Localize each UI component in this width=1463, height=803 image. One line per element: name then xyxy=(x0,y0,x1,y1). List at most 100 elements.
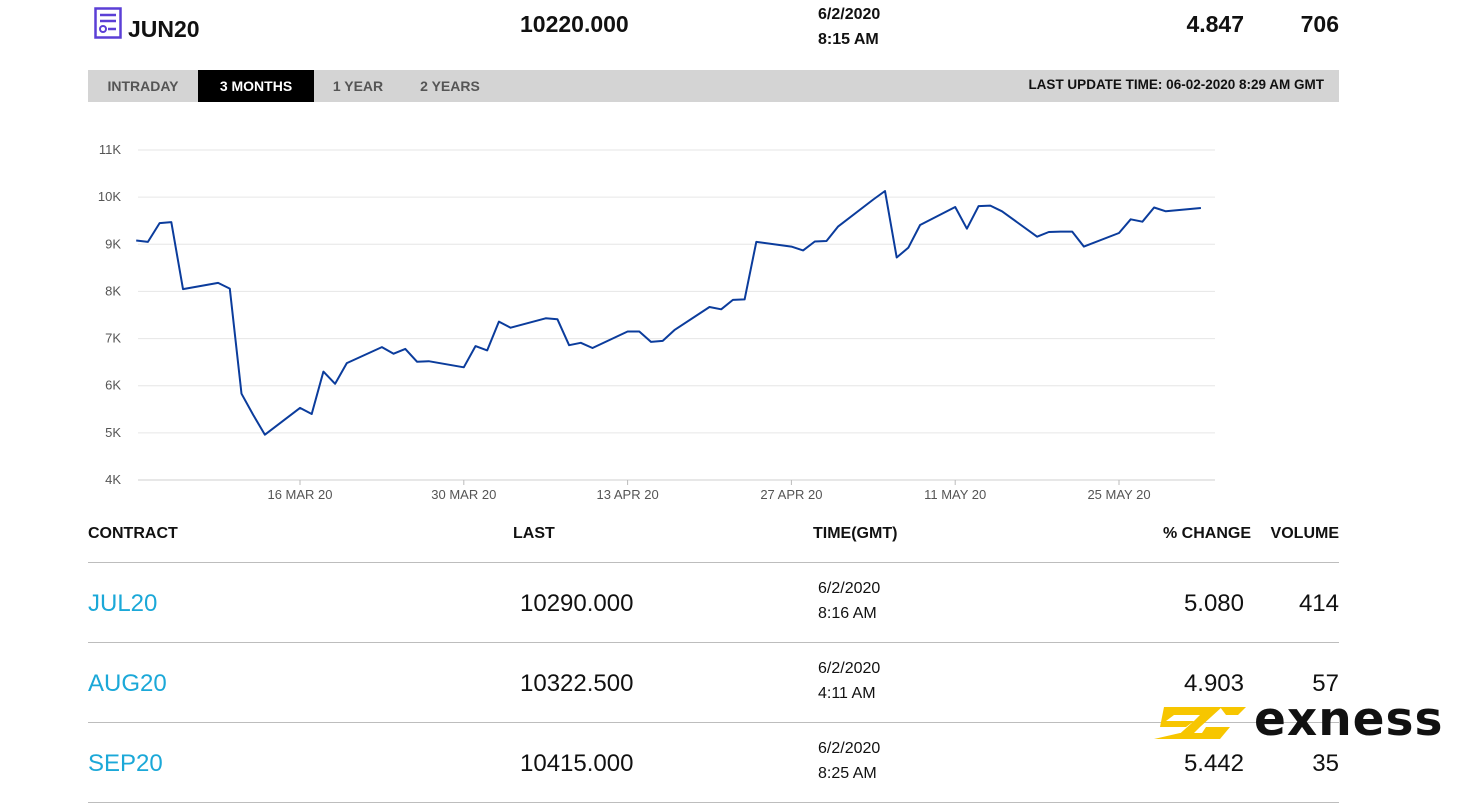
data-point xyxy=(790,246,792,248)
time: 4:11 AM xyxy=(818,685,876,702)
data-point xyxy=(732,299,734,301)
data-point xyxy=(919,224,921,226)
data-point xyxy=(673,329,675,331)
data-point xyxy=(135,240,137,242)
data-point xyxy=(1071,231,1073,233)
data-point xyxy=(170,221,172,223)
document-icon xyxy=(94,7,122,39)
y-tick-label: 7K xyxy=(105,331,121,346)
data-point xyxy=(1130,218,1132,220)
exness-logo-mark-icon xyxy=(1154,707,1246,739)
data-point xyxy=(720,308,722,310)
contract-link[interactable]: JUL20 xyxy=(88,590,158,617)
data-point xyxy=(1118,232,1120,234)
timestamp: 6/2/2020 8:16 AM xyxy=(818,576,880,626)
data-point xyxy=(264,434,266,436)
data-point xyxy=(428,360,430,362)
data-point xyxy=(1048,231,1050,233)
x-tick-label: 16 MAR 20 xyxy=(267,487,332,502)
price-series-line xyxy=(136,190,1201,436)
contract-link[interactable]: AUG20 xyxy=(88,670,167,697)
y-tick-label: 6K xyxy=(105,378,121,393)
data-point xyxy=(334,383,336,385)
data-point xyxy=(311,413,313,415)
header-time: 8:15 AM xyxy=(818,31,879,48)
data-point xyxy=(907,247,909,249)
data-point xyxy=(463,366,465,368)
data-point xyxy=(1141,221,1143,223)
percent-change: 5.442 xyxy=(1183,750,1244,777)
data-point xyxy=(989,205,991,207)
data-point xyxy=(346,362,348,364)
data-point xyxy=(802,249,804,251)
volume: 414 xyxy=(1298,590,1339,617)
header-last-price: 10220.000 xyxy=(520,11,629,37)
last-price: 10415.000 xyxy=(520,750,634,777)
data-point xyxy=(1083,246,1085,248)
data-point xyxy=(486,349,488,351)
data-point xyxy=(1200,207,1202,209)
tab-intraday[interactable]: INTRADAY xyxy=(107,78,179,94)
header-date: 6/2/2020 xyxy=(818,6,881,23)
contract-header: JUN20 10220.000 6/2/2020 8:15 AM 4.847 7… xyxy=(0,0,1463,60)
volume: 35 xyxy=(1312,750,1339,777)
table-row[interactable]: JUL20 10290.000 6/2/2020 8:16 AM 5.080 4… xyxy=(88,563,1339,643)
data-point xyxy=(241,393,243,395)
data-point xyxy=(580,342,582,344)
data-point xyxy=(568,344,570,346)
x-tick-label: 11 MAY 20 xyxy=(924,487,986,502)
data-point xyxy=(252,414,254,416)
table-row[interactable]: AUG20 10322.500 6/2/2020 4:11 AM 4.903 5… xyxy=(88,643,1339,723)
y-tick-label: 11K xyxy=(99,142,121,157)
data-point xyxy=(159,222,161,224)
tab-3-months[interactable]: 3 MONTHS xyxy=(198,70,314,102)
data-point xyxy=(896,257,898,259)
data-point xyxy=(592,347,594,349)
data-point xyxy=(1060,231,1062,233)
data-point xyxy=(627,331,629,333)
timestamp: 6/2/2020 8:25 AM xyxy=(818,736,880,786)
last-price: 10290.000 xyxy=(520,590,634,617)
x-tick-label: 30 MAR 20 xyxy=(431,487,496,502)
last-price: 10322.500 xyxy=(520,670,634,697)
data-point xyxy=(837,225,839,227)
data-point xyxy=(966,228,968,230)
header-change: 4.847 xyxy=(1186,11,1244,37)
exness-logo: exness xyxy=(1150,692,1450,747)
data-point xyxy=(381,346,383,348)
tab-2-years[interactable]: 2 YEARS xyxy=(420,78,480,94)
col-header-change: % CHANGE xyxy=(1162,525,1251,542)
data-point xyxy=(650,341,652,343)
tab-1-year[interactable]: 1 YEAR xyxy=(332,78,384,94)
price-chart: 4K 5K 6K 7K 8K 9K 10K 11K 16 MAR 20 30 MAR 20 13 A… xyxy=(98,142,1215,502)
contract-link[interactable]: SEP20 xyxy=(88,750,163,777)
data-point xyxy=(217,282,219,284)
data-point xyxy=(709,306,711,308)
data-point xyxy=(416,361,418,363)
data-point xyxy=(814,241,816,243)
data-point xyxy=(755,241,757,243)
last-update-time: LAST UPDATE TIME: 06-02-2020 8:29 AM GMT xyxy=(1028,77,1324,92)
data-point xyxy=(475,345,477,347)
volume: 57 xyxy=(1312,670,1339,697)
data-point xyxy=(872,199,874,201)
data-point xyxy=(556,318,558,320)
date: 6/2/2020 xyxy=(818,740,881,757)
data-point xyxy=(1165,210,1167,212)
data-point xyxy=(954,206,956,208)
data-point xyxy=(1001,210,1003,212)
col-header-volume: VOLUME xyxy=(1270,525,1339,542)
header-contract: JUN20 xyxy=(128,16,200,42)
percent-change: 5.080 xyxy=(1183,590,1244,617)
data-point xyxy=(1036,236,1038,238)
col-header-time: TIME(GMT) xyxy=(813,525,898,542)
data-point xyxy=(498,321,500,323)
date: 6/2/2020 xyxy=(818,660,881,677)
data-point xyxy=(147,241,149,243)
time: 8:25 AM xyxy=(818,765,877,782)
header-timestamp: 6/2/2020 8:15 AM xyxy=(818,2,880,52)
data-point xyxy=(182,288,184,290)
y-tick-label: 5K xyxy=(105,425,121,440)
data-point xyxy=(662,340,664,342)
y-tick-label: 8K xyxy=(105,283,121,298)
